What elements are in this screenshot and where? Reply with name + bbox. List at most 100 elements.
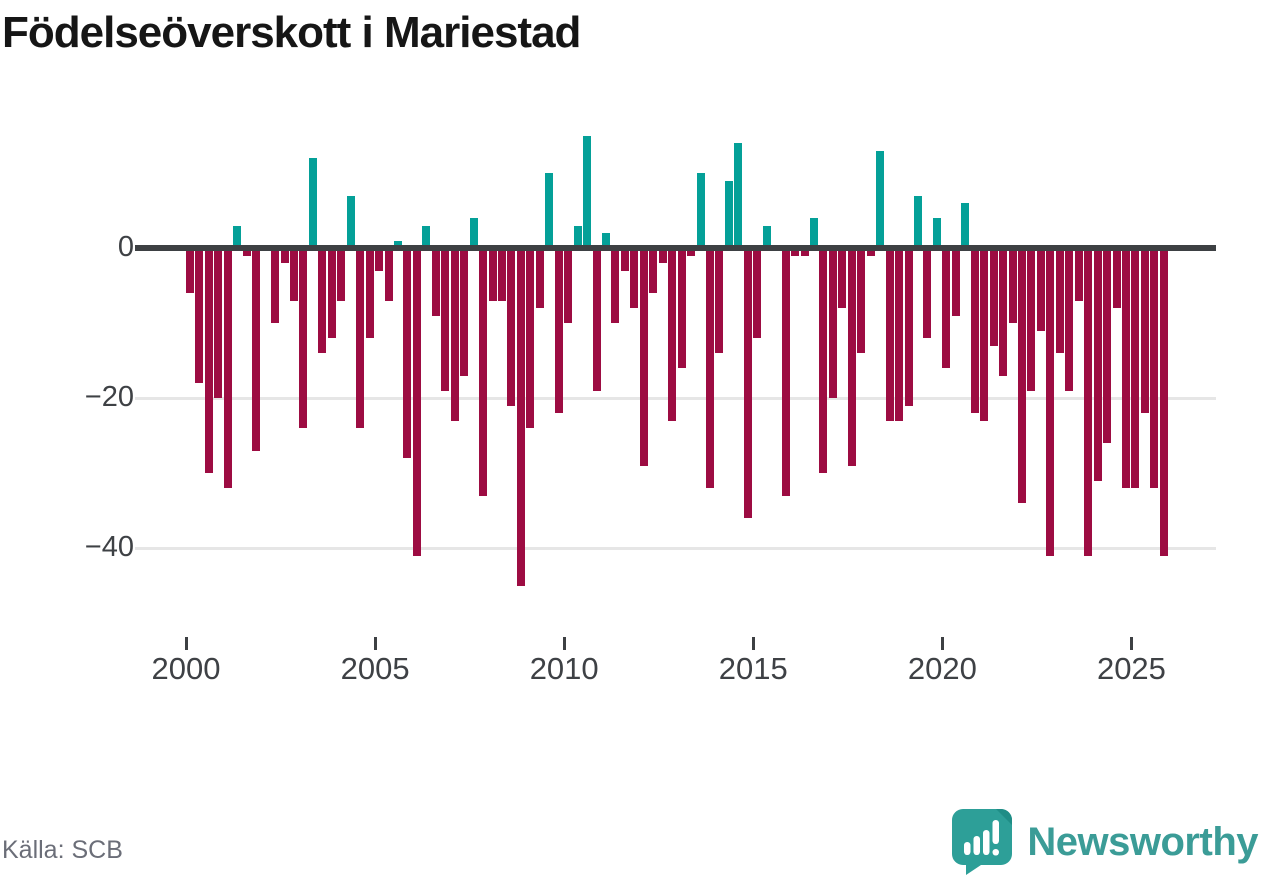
bar-2000-q1: [186, 248, 194, 293]
bar-2012-q4: [668, 248, 677, 421]
newsworthy-logo-text: Newsworthy: [1027, 819, 1258, 864]
bar-2004-q1: [337, 248, 346, 301]
x-axis-tick-2020: [941, 637, 945, 650]
bar-2010-q3: [583, 135, 592, 248]
x-axis-tick-2000: [185, 637, 188, 650]
bar-2017-q2: [838, 248, 847, 308]
bar-2008-q1: [488, 248, 497, 301]
bar-2000-q2: [195, 248, 204, 383]
bar-2015-q2: [762, 225, 771, 248]
x-axis-tick-2015: [752, 637, 756, 650]
bar-2025-q2: [1140, 248, 1149, 413]
bar-2010-q1: [564, 248, 573, 323]
bar-2025-q4: [1159, 248, 1168, 556]
bar-2020-q2: [951, 248, 960, 316]
y-axis-label--40: −40: [84, 531, 134, 563]
bar-2004-q4: [365, 248, 374, 338]
bar-2012-q1: [639, 248, 648, 466]
bar-2013-q3: [696, 173, 705, 248]
bar-2013-q2: [687, 248, 696, 256]
source-caption: Källa: SCB: [2, 836, 123, 864]
x-axis-tick-2025: [1130, 637, 1134, 650]
bar-2023-q3: [1074, 248, 1083, 301]
bar-2000-q4: [214, 248, 223, 398]
bar-2023-q1: [1055, 248, 1064, 353]
bar-2007-q3: [469, 218, 478, 248]
x-axis-tick-2005: [374, 637, 378, 650]
bar-2003-q4: [327, 248, 336, 338]
bar-2000-q3: [204, 248, 213, 473]
x-axis-zero-line: [135, 245, 1216, 251]
bar-2010-q4: [592, 248, 601, 391]
x-axis-label-2015: 2015: [718, 651, 788, 686]
bar-2025-q3: [1150, 248, 1159, 488]
bar-2001-q4: [252, 248, 261, 451]
bar-2015-q1: [753, 248, 762, 338]
bar-2002-q2: [271, 248, 280, 323]
chart-title: Födelseöverskott i Mariestad: [2, 8, 581, 57]
bar-2018-q2: [876, 150, 885, 248]
x-axis-label-2005: 2005: [340, 651, 410, 686]
bar-2024-q1: [1093, 248, 1102, 481]
bar-2001-q2: [233, 225, 242, 248]
bar-2006-q3: [431, 248, 440, 316]
bar-2011-q1: [601, 233, 610, 248]
bar-2002-q3: [280, 248, 289, 263]
x-axis-label-2020: 2020: [907, 651, 977, 686]
bar-2011-q2: [611, 248, 620, 323]
bar-2009-q3: [545, 173, 554, 248]
bar-2024-q4: [1121, 248, 1130, 488]
bar-2008-q2: [497, 248, 506, 301]
bar-2002-q4: [289, 248, 298, 301]
bar-2004-q3: [356, 248, 365, 428]
bar-2007-q1: [450, 248, 459, 421]
bar-2013-q4: [705, 248, 714, 488]
bar-2013-q1: [677, 248, 686, 368]
bar-2007-q4: [479, 248, 488, 496]
bar-chart-speech-bubble-icon: [952, 809, 1013, 875]
bar-2020-q3: [961, 203, 970, 248]
bar-2017-q3: [847, 248, 856, 466]
bar-2007-q2: [460, 248, 469, 376]
bar-2016-q3: [809, 218, 818, 248]
bar-2008-q3: [507, 248, 516, 406]
bar-2006-q1: [412, 248, 421, 556]
bar-2014-q2: [724, 180, 733, 248]
bar-2005-q4: [403, 248, 412, 458]
bar-2023-q2: [1065, 248, 1074, 391]
bar-2004-q2: [346, 195, 355, 248]
bar-2019-q1: [904, 248, 913, 406]
bar-2003-q3: [318, 248, 327, 353]
bar-2001-q1: [223, 248, 232, 488]
bar-2018-q3: [885, 248, 894, 421]
x-axis-label-2025: 2025: [1096, 651, 1166, 686]
bar-2009-q2: [535, 248, 544, 308]
bar-2021-q2: [989, 248, 998, 346]
bar-2014-q3: [734, 143, 743, 248]
x-axis-label-2000: 2000: [151, 651, 221, 686]
bar-2020-q1: [942, 248, 951, 368]
bar-2022-q3: [1036, 248, 1045, 331]
bar-2016-q4: [819, 248, 828, 473]
bar-2006-q2: [422, 225, 431, 248]
bar-2015-q4: [781, 248, 790, 496]
bar-2011-q3: [620, 248, 629, 271]
bar-2005-q3: [393, 240, 402, 248]
bar-2020-q4: [970, 248, 979, 413]
bar-2023-q4: [1084, 248, 1093, 556]
y-axis-label-0: 0: [117, 231, 134, 263]
x-axis-tick-2010: [563, 637, 567, 650]
bar-2005-q2: [384, 248, 393, 301]
bar-2022-q2: [1027, 248, 1036, 391]
bar-2022-q4: [1046, 248, 1055, 556]
bar-2022-q1: [1017, 248, 1026, 503]
bar-2014-q4: [743, 248, 752, 518]
bar-2025-q1: [1131, 248, 1140, 488]
bar-2021-q1: [980, 248, 989, 421]
bar-2019-q3: [923, 248, 932, 338]
bar-2009-q1: [526, 248, 535, 428]
bar-2012-q3: [658, 248, 667, 263]
bar-2012-q2: [649, 248, 658, 293]
